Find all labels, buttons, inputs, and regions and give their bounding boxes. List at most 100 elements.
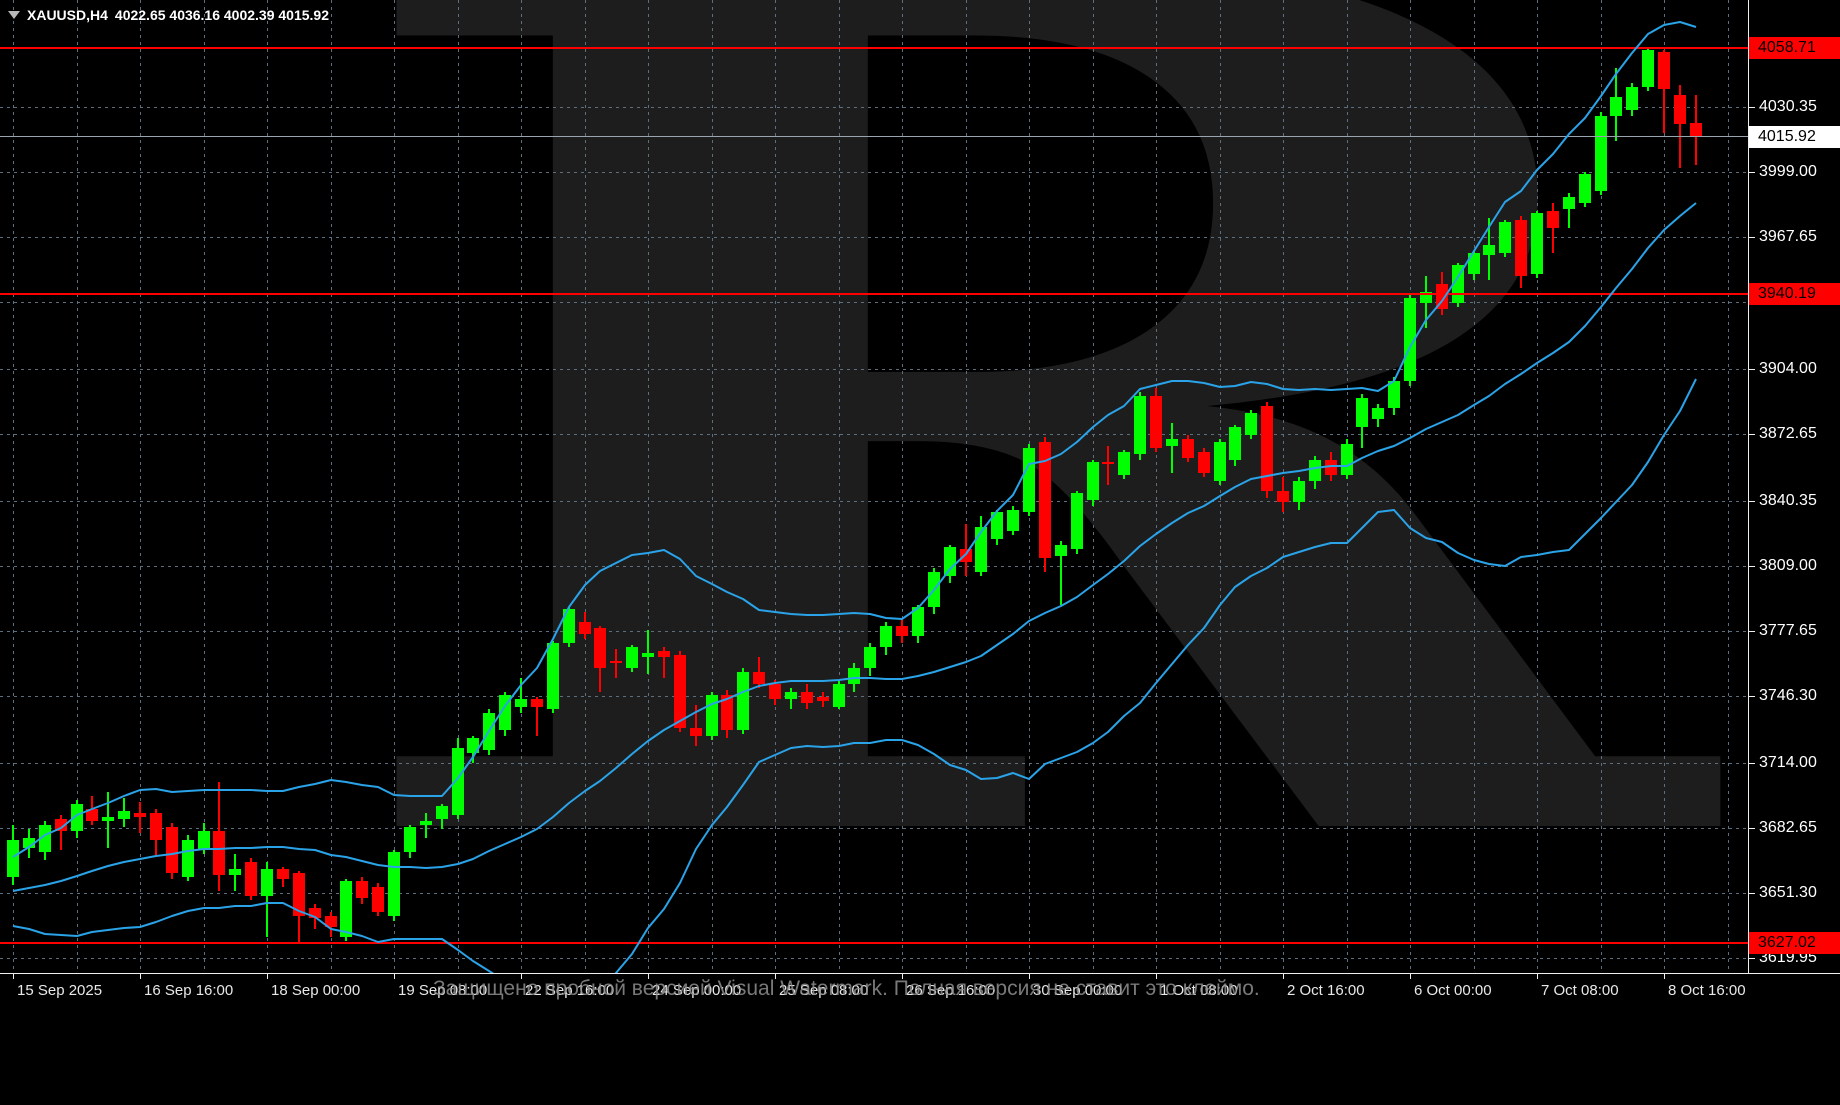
watermark-text: Защищено пробной версией Visual Watermar… bbox=[433, 977, 1260, 1000]
candle-up bbox=[1610, 97, 1622, 116]
bollinger-band-line bbox=[12, 21, 1697, 858]
time-axis-tick bbox=[1029, 974, 1030, 979]
candle-up bbox=[7, 840, 19, 877]
candle-up bbox=[944, 547, 956, 576]
bollinger-bands-overlay bbox=[12, 21, 1697, 973]
candle-up bbox=[1595, 116, 1607, 191]
candle-up bbox=[1420, 292, 1432, 303]
candle-down bbox=[610, 661, 622, 663]
candle-wick-down bbox=[663, 647, 665, 678]
time-axis[interactable]: 15 Sep 2025 16 Sep 16:00 18 Sep 00:00 19 Se… bbox=[0, 974, 1840, 1010]
candle-up bbox=[1372, 408, 1384, 419]
candle-down bbox=[150, 813, 162, 840]
candle-up bbox=[1531, 213, 1543, 274]
candle-up bbox=[102, 817, 114, 821]
time-axis-tick bbox=[1156, 974, 1157, 979]
candle-up bbox=[1563, 197, 1575, 209]
candle-down bbox=[309, 908, 321, 918]
time-axis-tick bbox=[140, 974, 141, 979]
level-price-badge: 3627.02 bbox=[1749, 932, 1840, 954]
candle-wick-up bbox=[1171, 423, 1173, 473]
candle-wick-down bbox=[60, 815, 62, 850]
grid-line-vertical bbox=[1219, 0, 1221, 973]
grid-line-horizontal bbox=[0, 501, 1748, 502]
candle-down bbox=[896, 626, 908, 636]
price-axis-tick bbox=[1749, 172, 1755, 173]
price-axis[interactable]: 4030.35 3999.00 3967.65 3904.00 3872.65 3840.… bbox=[1749, 0, 1840, 973]
candle-up bbox=[1579, 174, 1591, 203]
candle-up bbox=[1341, 444, 1353, 475]
candle-up bbox=[1293, 481, 1305, 502]
candle-up bbox=[1499, 222, 1511, 253]
candle-up bbox=[198, 831, 210, 850]
candle-up bbox=[833, 684, 845, 707]
grid-line-horizontal bbox=[0, 434, 1748, 435]
candle-up bbox=[261, 869, 273, 896]
chart-window: R 4030.35 3999.00 3967.65 3904.00 3872.65 384… bbox=[0, 0, 1840, 1010]
candle-down bbox=[721, 695, 733, 730]
grid-line-vertical bbox=[521, 0, 522, 973]
time-axis-label: 22 Sep 16:00 bbox=[525, 982, 615, 999]
candle-up bbox=[1626, 87, 1638, 110]
price-axis-label: 3872.65 bbox=[1759, 425, 1817, 442]
candle-down bbox=[658, 651, 670, 657]
candle-wick-up bbox=[425, 813, 427, 838]
candle-down bbox=[356, 881, 368, 898]
candle-up bbox=[864, 647, 876, 668]
candle-down bbox=[579, 622, 591, 634]
grid-line-vertical bbox=[1473, 0, 1475, 973]
candle-down bbox=[213, 831, 225, 875]
price-axis-tick bbox=[1749, 696, 1755, 697]
candle-up bbox=[547, 643, 559, 709]
price-axis-label: 3682.65 bbox=[1759, 819, 1817, 836]
candle-down bbox=[1150, 396, 1162, 448]
price-axis-tick bbox=[1749, 958, 1755, 959]
candle-up bbox=[467, 738, 479, 753]
candle-wick-down bbox=[1679, 85, 1681, 168]
candle-up bbox=[71, 804, 83, 831]
candle-up bbox=[1166, 439, 1178, 446]
grid-line-vertical bbox=[13, 0, 14, 973]
level-line bbox=[0, 47, 1748, 49]
grid-line-horizontal bbox=[0, 237, 1748, 238]
candle-down bbox=[531, 699, 543, 707]
candle-down bbox=[1436, 284, 1448, 309]
candle-wick-down bbox=[1552, 203, 1554, 253]
candle-up bbox=[1388, 381, 1400, 408]
time-axis-tick bbox=[521, 974, 522, 979]
time-axis-label: 19 Sep 08:00 bbox=[398, 982, 488, 999]
grid-line-vertical bbox=[965, 0, 967, 973]
price-axis-label: 3777.65 bbox=[1759, 622, 1817, 639]
time-axis-tick bbox=[648, 974, 649, 979]
candle-down bbox=[594, 628, 606, 668]
grid-line-vertical bbox=[584, 0, 586, 973]
candle-up bbox=[1055, 545, 1067, 556]
grid-line-horizontal bbox=[0, 172, 1748, 173]
candle-up bbox=[39, 825, 51, 852]
candle-up bbox=[1118, 452, 1130, 475]
time-axis-label: 24 Sep 00:00 bbox=[652, 982, 742, 999]
candle-up bbox=[340, 881, 352, 937]
ohlc-values: 4022.65 4036.16 4002.39 4015.92 bbox=[114, 7, 330, 23]
time-axis-tick bbox=[13, 974, 14, 979]
price-axis-tick bbox=[1749, 501, 1755, 502]
candle-wick-up bbox=[1568, 193, 1570, 228]
time-axis-tick bbox=[1664, 974, 1665, 979]
price-axis-label: 4030.35 bbox=[1759, 98, 1817, 115]
candle-down bbox=[1658, 52, 1670, 89]
time-axis-label: 15 Sep 2025 bbox=[17, 982, 103, 999]
candle-wick-up bbox=[520, 678, 522, 713]
candle-up bbox=[404, 827, 416, 852]
candle-up bbox=[515, 699, 527, 707]
level-line bbox=[0, 942, 1748, 944]
price-axis-tick bbox=[1749, 434, 1755, 435]
time-axis-tick bbox=[775, 974, 776, 979]
candle-up bbox=[1007, 510, 1019, 531]
bollinger-band-line bbox=[12, 202, 1697, 892]
grid-line-vertical bbox=[330, 0, 332, 973]
candle-down bbox=[55, 819, 67, 831]
candle-down bbox=[817, 697, 829, 701]
time-axis-tick bbox=[394, 974, 395, 979]
grid-line-horizontal bbox=[0, 696, 1748, 697]
chart-plot-area[interactable] bbox=[0, 0, 1748, 973]
